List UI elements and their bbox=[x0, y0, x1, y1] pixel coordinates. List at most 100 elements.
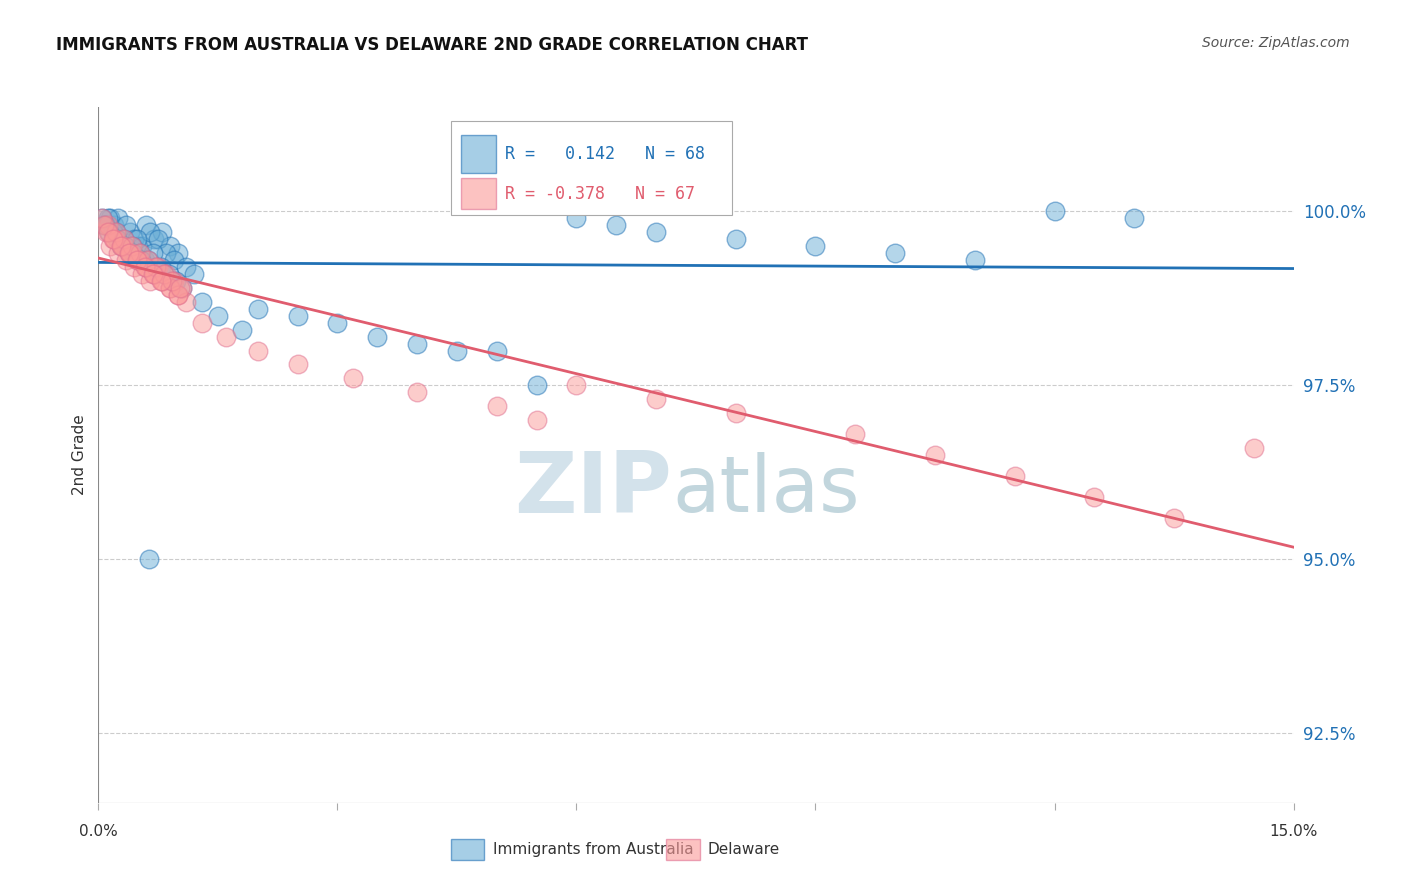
Point bbox=[149, 274, 172, 288]
Point bbox=[115, 219, 138, 233]
Point bbox=[121, 246, 143, 260]
Point bbox=[724, 406, 747, 420]
Point bbox=[191, 316, 214, 330]
Point bbox=[565, 211, 588, 226]
Point bbox=[112, 232, 135, 246]
Point bbox=[111, 239, 134, 253]
Point bbox=[103, 219, 125, 233]
Point bbox=[120, 246, 142, 260]
Point bbox=[605, 219, 627, 233]
Point bbox=[159, 281, 181, 295]
Point bbox=[134, 253, 156, 268]
Point bbox=[1243, 441, 1265, 455]
Point bbox=[884, 246, 907, 260]
Point bbox=[94, 219, 117, 233]
Point bbox=[97, 211, 120, 226]
Point bbox=[111, 239, 134, 253]
Point bbox=[136, 253, 159, 268]
Bar bbox=[666, 839, 700, 860]
Text: Delaware: Delaware bbox=[709, 842, 780, 857]
Point bbox=[1004, 468, 1026, 483]
Point bbox=[145, 260, 167, 274]
Point bbox=[93, 219, 115, 233]
Point bbox=[124, 260, 146, 274]
Point bbox=[127, 253, 149, 268]
Point bbox=[91, 211, 114, 226]
Point bbox=[207, 309, 229, 323]
Text: atlas: atlas bbox=[672, 451, 859, 528]
Point bbox=[91, 211, 114, 226]
Point bbox=[174, 294, 197, 309]
Bar bbox=[461, 178, 496, 210]
Point bbox=[148, 260, 170, 274]
Text: R =   0.142   N = 68: R = 0.142 N = 68 bbox=[505, 145, 704, 163]
Point bbox=[120, 246, 142, 260]
Point bbox=[167, 288, 190, 302]
Point bbox=[160, 274, 183, 288]
Point bbox=[1163, 510, 1185, 524]
Point bbox=[172, 281, 194, 295]
Point bbox=[121, 239, 143, 253]
Point bbox=[98, 211, 122, 226]
Point bbox=[97, 219, 120, 233]
Point bbox=[485, 399, 508, 413]
Point bbox=[145, 260, 167, 274]
Point bbox=[183, 267, 205, 281]
Text: IMMIGRANTS FROM AUSTRALIA VS DELAWARE 2ND GRADE CORRELATION CHART: IMMIGRANTS FROM AUSTRALIA VS DELAWARE 2N… bbox=[56, 36, 808, 54]
Point bbox=[139, 225, 162, 239]
Point bbox=[155, 267, 177, 281]
Point bbox=[103, 232, 125, 246]
Point bbox=[127, 239, 149, 253]
Point bbox=[131, 239, 153, 253]
Point bbox=[645, 392, 668, 407]
Point bbox=[163, 274, 186, 288]
Point bbox=[111, 232, 134, 246]
Point bbox=[121, 239, 143, 253]
Point bbox=[526, 413, 548, 427]
Point bbox=[287, 358, 309, 372]
Point bbox=[174, 260, 197, 274]
Point bbox=[125, 232, 148, 246]
Point bbox=[135, 260, 157, 274]
Point bbox=[155, 246, 177, 260]
Point bbox=[97, 225, 120, 239]
Point bbox=[844, 427, 866, 442]
Point bbox=[143, 267, 166, 281]
Point bbox=[724, 232, 747, 246]
Point bbox=[118, 246, 141, 260]
Point bbox=[142, 267, 165, 281]
Point bbox=[139, 274, 162, 288]
Point bbox=[136, 253, 159, 268]
Text: 15.0%: 15.0% bbox=[1270, 823, 1317, 838]
Point bbox=[1083, 490, 1105, 504]
Point bbox=[143, 267, 166, 281]
Point bbox=[1123, 211, 1146, 226]
Point bbox=[107, 246, 129, 260]
Point bbox=[128, 246, 150, 260]
Point bbox=[96, 225, 118, 239]
Point bbox=[150, 274, 173, 288]
Point bbox=[152, 267, 174, 281]
Point bbox=[526, 378, 548, 392]
Point bbox=[804, 239, 827, 253]
Text: Immigrants from Australia: Immigrants from Australia bbox=[494, 842, 693, 857]
Point bbox=[169, 281, 191, 295]
Point bbox=[160, 274, 183, 288]
Point bbox=[98, 239, 122, 253]
Point bbox=[446, 343, 468, 358]
Point bbox=[287, 309, 309, 323]
Point bbox=[112, 232, 135, 246]
Text: Source: ZipAtlas.com: Source: ZipAtlas.com bbox=[1202, 36, 1350, 50]
Point bbox=[131, 267, 153, 281]
Point bbox=[159, 239, 181, 253]
Point bbox=[127, 253, 149, 268]
Bar bbox=[451, 839, 485, 860]
Point bbox=[110, 239, 132, 253]
Point bbox=[406, 385, 429, 400]
Point bbox=[115, 253, 138, 268]
Point bbox=[107, 211, 129, 226]
Point bbox=[366, 329, 388, 343]
Point bbox=[129, 253, 152, 268]
FancyBboxPatch shape bbox=[451, 121, 733, 215]
Point bbox=[963, 253, 986, 268]
